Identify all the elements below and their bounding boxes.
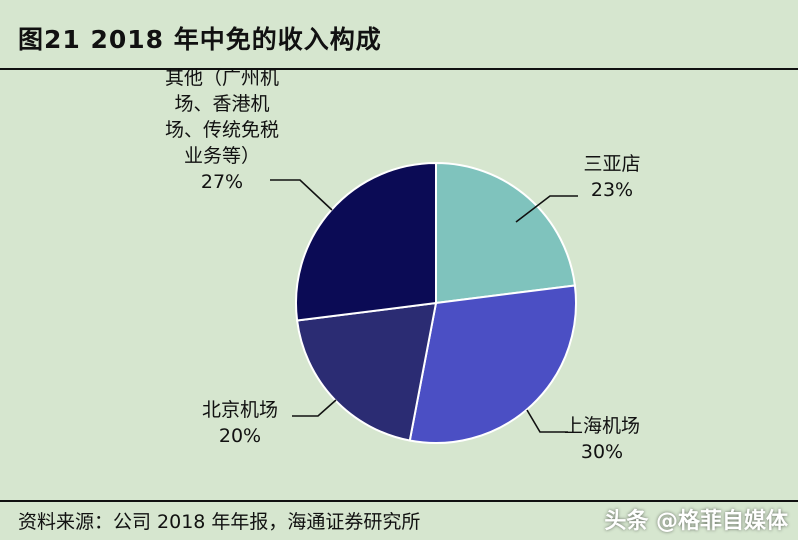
footer-divider <box>0 500 798 502</box>
leader-line <box>270 179 333 211</box>
slice-label: 三亚店 <box>583 153 640 175</box>
chart-title: 图21 2018 年中免的收入构成 <box>18 25 382 54</box>
pie-slice <box>435 161 577 305</box>
slice-label: 北京机场 <box>202 399 278 421</box>
slice-label: 场、香港机 <box>174 93 269 115</box>
leader-line <box>292 399 337 417</box>
source-note: 资料来源：公司 2018 年年报，海通证券研究所 <box>18 511 421 533</box>
watermark: 头条 @格菲自媒体 <box>604 509 788 534</box>
slice-value-label: 30% <box>581 441 623 463</box>
slice-label: 场、传统免税 <box>165 119 279 141</box>
slice-value-label: 20% <box>219 425 261 447</box>
pie-slice <box>295 161 437 322</box>
slice-label: 其他（广州机 <box>165 67 279 89</box>
slice-label: 业务等） <box>184 145 260 167</box>
pie-slice <box>408 284 577 444</box>
leader-line <box>515 195 578 223</box>
slice-label: 上海机场 <box>564 415 640 437</box>
leader-line <box>526 409 568 433</box>
pie-slice <box>295 301 438 442</box>
slice-value-label: 23% <box>591 179 633 201</box>
slice-value-label: 27% <box>201 171 243 193</box>
figure-header: 图21 2018 年中免的收入构成 <box>0 0 798 70</box>
